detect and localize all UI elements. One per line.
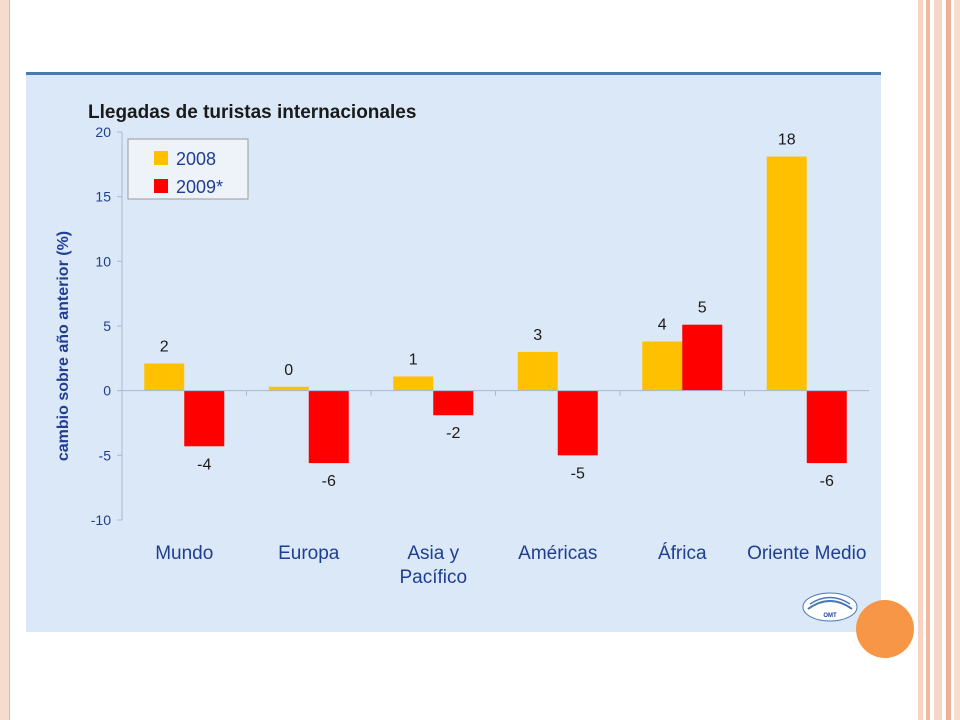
- bars-group: 2 -4 0 -6 1 -2 3 -5 4 5 18 -6: [144, 132, 847, 490]
- x-category-label: Asia y Pacífico: [399, 543, 467, 588]
- chart-panel: Llegadas de turistas internacionales cam…: [26, 72, 881, 632]
- y-tick-label: 20: [95, 124, 111, 140]
- legend-box: [127, 138, 249, 200]
- right-stripe: [946, 0, 951, 720]
- bar-2008-4: [642, 341, 683, 391]
- legend: 2008 2009*: [127, 138, 249, 200]
- bar-2008-2: [393, 376, 434, 391]
- data-label: -4: [197, 456, 211, 473]
- y-axis: -10 -5 0 5 10 15 20: [91, 124, 123, 528]
- data-label: 5: [698, 300, 707, 317]
- y-tick-label: 15: [95, 189, 111, 205]
- data-label: 4: [658, 317, 667, 334]
- right-stripe: [954, 0, 960, 720]
- logo-text: OMT: [823, 613, 837, 619]
- legend-label: 2008: [176, 149, 216, 169]
- bar-2008-1: [268, 386, 309, 391]
- y-tick-label: 0: [103, 383, 111, 399]
- bar-2009-1: [308, 390, 349, 464]
- y-axis-label: cambio sobre año anterior (%): [55, 231, 72, 461]
- slide-left-border: [0, 0, 10, 720]
- bar-chart: Llegadas de turistas internacionales cam…: [55, 102, 869, 622]
- x-axis: Mundo Europa Asia y Pacífico Américas África O…: [122, 390, 869, 588]
- x-category-line: Oriente Medio: [747, 543, 866, 564]
- data-label: -6: [820, 473, 834, 490]
- data-label: -5: [571, 465, 585, 482]
- legend-label: 2009*: [176, 177, 223, 197]
- y-tick-label: 5: [103, 318, 111, 334]
- y-tick-label: -5: [99, 447, 112, 463]
- bar-2009-3: [557, 390, 598, 456]
- data-label: -2: [446, 425, 460, 442]
- x-category-label: Mundo: [155, 543, 213, 564]
- bar-2009-0: [184, 390, 225, 447]
- x-category-label: Américas: [518, 543, 597, 564]
- slide-right-decoration: [918, 0, 960, 720]
- x-category-label: África: [658, 543, 707, 564]
- data-label: 0: [284, 362, 293, 379]
- x-category-line: Pacífico: [399, 567, 467, 588]
- bar-2009-5: [806, 390, 847, 464]
- x-category-line: Américas: [518, 543, 597, 564]
- data-label: 2: [160, 339, 169, 356]
- decorative-orange-circle: [856, 600, 914, 658]
- data-label: 3: [533, 327, 542, 344]
- x-category-line: África: [658, 543, 707, 564]
- x-category-line: Mundo: [155, 543, 213, 564]
- bar-2008-3: [517, 351, 558, 391]
- x-category-label: Oriente Medio: [747, 543, 866, 564]
- x-category-line: Asia y: [407, 543, 459, 564]
- data-label: 18: [778, 132, 796, 149]
- right-stripe: [918, 0, 923, 720]
- y-tick-label: 10: [95, 253, 111, 269]
- x-category-line: Europa: [278, 543, 340, 564]
- legend-swatch: [154, 179, 168, 193]
- right-stripe: [934, 0, 942, 720]
- data-label: 1: [409, 351, 418, 368]
- legend-swatch: [154, 151, 168, 165]
- y-tick-label: -10: [91, 512, 111, 528]
- bar-2009-2: [433, 390, 474, 416]
- bar-2008-0: [144, 363, 185, 391]
- chart-title: Llegadas de turistas internacionales: [88, 102, 416, 123]
- bar-2009-4: [682, 324, 723, 391]
- right-stripe: [926, 0, 930, 720]
- bar-2008-5: [766, 156, 807, 391]
- omt-logo: OMT: [802, 592, 858, 622]
- x-category-label: Europa: [278, 543, 340, 564]
- data-label: -6: [322, 473, 336, 490]
